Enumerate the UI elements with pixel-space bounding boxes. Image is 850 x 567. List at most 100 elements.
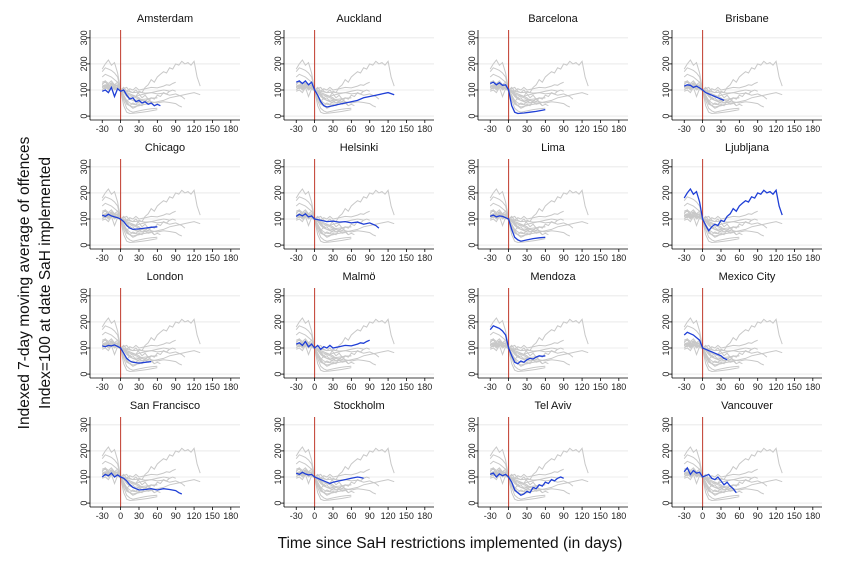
y-tick-label: 100 (273, 211, 283, 226)
x-tick-label: 30 (522, 511, 532, 521)
panel-title: Tel Aviv (534, 400, 572, 412)
x-tick-label: 30 (716, 511, 726, 521)
background-series-line (101, 79, 155, 107)
x-tick-label: 30 (134, 511, 144, 521)
panel-brisbane: 0 100 200 300 -30 0 30 60 90 120 150 180 Brisbane (661, 13, 822, 134)
y-tick-label: 0 (467, 501, 477, 506)
background-series-line (296, 84, 364, 98)
highlight-series-line (489, 81, 546, 115)
panel-lima: 0 100 200 300 -30 0 30 60 90 120 150 180 Lima (467, 142, 628, 263)
x-tick-label: 120 (769, 511, 784, 521)
y-tick-label: 300 (661, 288, 671, 303)
y-tick-label: 0 (661, 372, 671, 377)
highlight-series-line (295, 471, 364, 485)
x-tick-label: 150 (787, 382, 802, 392)
y-tick-label: 300 (79, 288, 89, 303)
background-series-line (683, 342, 768, 358)
y-tick-label: 100 (79, 211, 89, 226)
background-series-line (684, 468, 740, 502)
x-tick-label: 30 (716, 382, 726, 392)
background-series-line (101, 342, 186, 358)
y-tick-label: 0 (79, 501, 89, 506)
background-series-line (296, 81, 370, 93)
panel-vancouver: 0 100 200 300 -30 0 30 60 90 120 150 180 Vancouver (661, 400, 822, 521)
x-tick-label: 90 (171, 382, 181, 392)
y-tick-label: 200 (79, 443, 89, 458)
x-tick-label: 150 (399, 253, 414, 263)
x-tick-label: 150 (205, 124, 220, 134)
background-series-line (101, 337, 155, 365)
highlight-series-line (683, 331, 728, 361)
background-series-line (101, 471, 186, 487)
x-tick-label: 0 (118, 124, 123, 134)
background-series-line (102, 343, 176, 367)
background-series-line (489, 471, 574, 487)
y-tick-label: 200 (661, 185, 671, 200)
x-tick-label: 60 (734, 511, 744, 521)
y-tick-label: 100 (661, 82, 671, 97)
y-tick-label: 200 (661, 56, 671, 71)
panel-malm-: 0 100 200 300 -30 0 30 60 90 120 150 180 Malmö (273, 271, 434, 392)
x-tick-label: 30 (522, 124, 532, 134)
panel-stockholm: 0 100 200 300 -30 0 30 60 90 120 150 180 Stockholm (273, 400, 434, 521)
x-tick-label: 90 (559, 511, 569, 521)
panel-title: Lima (541, 142, 566, 154)
y-tick-label: 0 (273, 501, 283, 506)
y-tick-label: 100 (79, 340, 89, 355)
background-series-line (296, 210, 352, 244)
panel-title: Amsterdam (137, 13, 193, 25)
y-tick-label: 300 (661, 159, 671, 174)
y-tick-label: 200 (467, 443, 477, 458)
background-series-line (101, 188, 201, 232)
background-series-line (296, 472, 370, 496)
background-series-line (489, 317, 589, 361)
background-series-line (683, 337, 737, 365)
x-tick-label: 30 (522, 382, 532, 392)
panel-mexico-city: 0 100 200 300 -30 0 30 60 90 120 150 180 Mexico City (661, 271, 822, 392)
background-series-line (295, 79, 349, 107)
y-tick-label: 0 (273, 372, 283, 377)
highlight-series-line (295, 339, 370, 351)
x-tick-label: 60 (540, 124, 550, 134)
background-series-line (295, 471, 380, 487)
x-tick-label: 0 (700, 253, 705, 263)
background-series-line (102, 339, 158, 373)
background-series-line (683, 79, 737, 107)
background-series-line (490, 81, 564, 93)
x-tick-label: 120 (769, 382, 784, 392)
background-series-line (101, 208, 155, 236)
x-tick-label: 60 (346, 253, 356, 263)
y-tick-label: 200 (273, 314, 283, 329)
background-series-line (489, 337, 543, 365)
x-tick-label: 0 (312, 124, 317, 134)
background-series-line (102, 85, 176, 109)
background-series-line (490, 84, 558, 98)
highlight-series-line (683, 84, 725, 101)
x-tick-label: 150 (593, 253, 608, 263)
highlight-series-line (683, 466, 737, 494)
y-tick-label: 300 (273, 30, 283, 45)
background-series-line (684, 214, 758, 238)
background-series-line (102, 84, 170, 98)
y-tick-label: 300 (79, 417, 89, 432)
x-tick-label: 0 (312, 253, 317, 263)
y-tick-label: 200 (273, 443, 283, 458)
y-axis-label-line-1: Indexed 7-day moving average of offences (16, 136, 33, 429)
x-tick-label: 180 (611, 382, 626, 392)
x-tick-label: 60 (540, 511, 550, 521)
y-tick-label: 100 (661, 469, 671, 484)
background-series-line (683, 317, 783, 361)
background-series-line (102, 468, 158, 502)
y-tick-label: 200 (273, 56, 283, 71)
background-series-line (296, 213, 364, 227)
y-tick-label: 300 (661, 30, 671, 45)
y-tick-label: 300 (273, 159, 283, 174)
x-tick-label: 180 (611, 511, 626, 521)
x-tick-label: 150 (205, 382, 220, 392)
background-series-line (489, 208, 543, 236)
x-tick-label: 120 (187, 124, 202, 134)
highlight-series-line (683, 187, 783, 232)
y-tick-label: 100 (467, 340, 477, 355)
panel-title: Malmö (342, 271, 375, 283)
background-series-line (490, 214, 564, 238)
